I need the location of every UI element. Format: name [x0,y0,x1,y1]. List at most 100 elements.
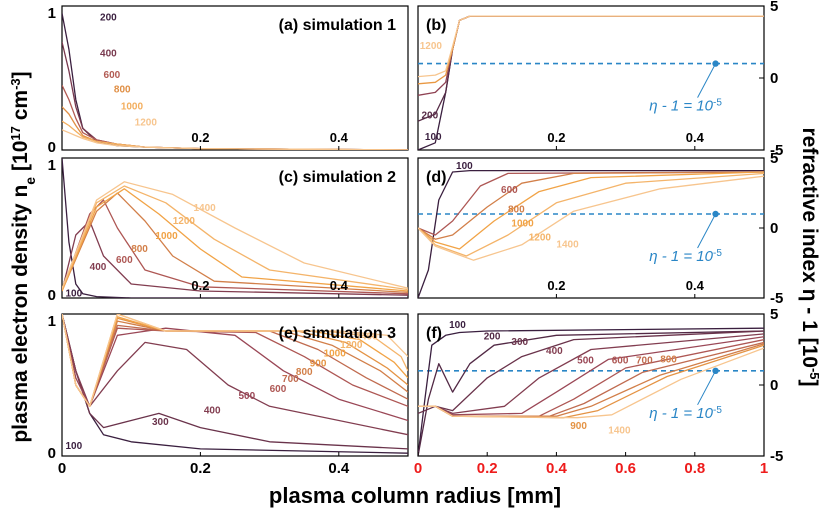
x-tick-e-0: 0 [58,460,66,477]
series-line-c-1200 [62,185,408,291]
curve-label-d-1400: 1400 [556,240,579,251]
series-group-d [418,169,764,298]
x-tick-f-1: 0.2 [477,460,498,477]
curve-label-f-800: 800 [660,354,677,365]
left-tick-top-e: 1 [48,313,56,330]
panel-e: 100300400500600700800900100012001400(e) … [48,313,409,477]
series-line-b-100 [418,15,764,150]
curve-label-d-800: 800 [508,205,525,216]
inner-tick-c-1: 0.4 [330,278,349,293]
series-line-f-300 [418,330,764,415]
curve-label-a-1000: 1000 [121,102,144,113]
series-line-e-400 [62,314,408,436]
series-group-e [62,314,408,454]
annotation-main-d: η - 1 = 10 [649,248,713,265]
left-tick-bottom-c: 0 [48,287,56,304]
curve-label-a-200: 200 [100,12,117,23]
inner-tick-b-0: 0.2 [547,130,565,145]
curve-label-c-100: 100 [65,289,82,300]
right-tick-f-2: -5 [770,448,783,465]
panel-title-a: (a) simulation 1 [279,17,396,34]
marker-leader-f [697,370,717,406]
curve-label-e-1000: 1000 [324,349,347,360]
inner-tick-b-1: 0.4 [686,130,705,145]
curve-label-f-500: 500 [577,356,594,367]
curve-label-d-1200: 1200 [529,233,552,244]
curve-label-f-400: 400 [546,346,563,357]
annotation-d: η - 1 = 10-5 [649,248,722,266]
curve-label-e-300: 300 [152,417,169,428]
annotation-main-b: η - 1 = 10 [649,98,713,115]
inner-tick-a-1: 0.4 [330,130,349,145]
curve-label-c-400: 400 [90,262,107,273]
curve-label-d-100: 100 [456,161,473,172]
x-tick-e-1: 0.2 [190,460,211,477]
panel-f: 100 200 300 400 500 600 700 800 900 1400 (f) 5 0 -5 0 0… [414,306,784,477]
curve-label-d-600: 600 [501,185,518,196]
right-tick-b-2: -5 [770,142,783,159]
series-group-f [418,327,764,456]
inner-tick-a-0: 0.2 [191,130,209,145]
panel-frame-a [61,5,409,151]
curve-label-b-1200: 1200 [420,41,443,52]
curve-label-f-900: 900 [570,421,587,432]
series-line-d-600 [418,171,764,236]
x-tick-f-4: 0.8 [684,460,705,477]
curve-label-f-100: 100 [449,320,466,331]
series-line-e-1400 [62,314,408,407]
panel-frame-b [417,5,765,151]
series-line-c-800 [62,192,408,294]
annotation-exp-d: -5 [713,248,722,259]
panel-title-f: (f) [426,325,442,342]
right-y-axis-label: refractive index η - 1 [10-5] [798,128,823,387]
curve-label-e-800: 800 [296,367,313,378]
series-line-b-800 [418,15,764,85]
series-line-c-1400 [62,181,408,289]
series-line-f-400 [418,333,764,415]
x-axis-label: plasma column radius [mm] [269,483,561,508]
annotation-exp-f: -5 [713,404,722,415]
curve-label-f-1400: 1400 [608,425,631,436]
series-line-f-100 [418,327,764,456]
x-tick-f-3: 0.6 [615,460,636,477]
inner-tick-d-1: 0.4 [686,278,705,293]
right-tick-f-1: 0 [770,377,778,394]
curve-label-f-700: 700 [636,356,653,367]
curve-label-c-1000: 1000 [155,231,178,242]
curve-label-e-900: 900 [310,359,327,370]
series-line-c-1000 [62,188,408,292]
panel-a: 200 400 600 800 1000 1200 (a) simulation 1 1 0 0.… [48,5,409,156]
curve-label-a-400: 400 [100,48,117,59]
curve-label-c-1400: 1400 [193,203,216,214]
curve-label-e-600: 600 [270,384,287,395]
x-tick-f-0: 0 [414,460,422,477]
curve-label-c-1200: 1200 [173,216,196,227]
panel-frame-f [417,313,765,457]
series-line-d-100 [418,169,764,298]
inner-tick-c-0: 0.2 [191,278,209,293]
series-group-c [62,158,408,298]
left-tick-top-a: 1 [48,5,56,22]
series-group-b [418,15,764,150]
series-line-e-300 [62,314,408,450]
curve-label-a-1200: 1200 [135,118,158,129]
curve-label-a-600: 600 [104,70,121,81]
annotation-b: η - 1 = 10-5 [649,97,722,115]
x-tick-e-2: 0.4 [328,460,350,477]
series-line-d-800 [418,171,764,240]
series-line-f-1400 [418,347,764,419]
annotation-main-f: η - 1 = 10 [649,405,713,422]
annotation-f: η - 1 = 10-5 [649,404,722,422]
curve-label-f-600: 600 [612,356,629,367]
panel-title-b: (b) [426,17,446,34]
right-tick-d-0: 5 [770,150,778,167]
panel-title-e: (e) simulation 3 [279,325,396,342]
curve-label-a-800: 800 [114,84,131,95]
curve-label-e-1400: 1400 [355,332,378,343]
panel-title-c: (c) simulation 2 [279,169,396,186]
series-line-d-1000 [418,171,764,250]
curve-label-e-400: 400 [204,405,221,416]
right-tick-f-0: 5 [770,306,778,323]
